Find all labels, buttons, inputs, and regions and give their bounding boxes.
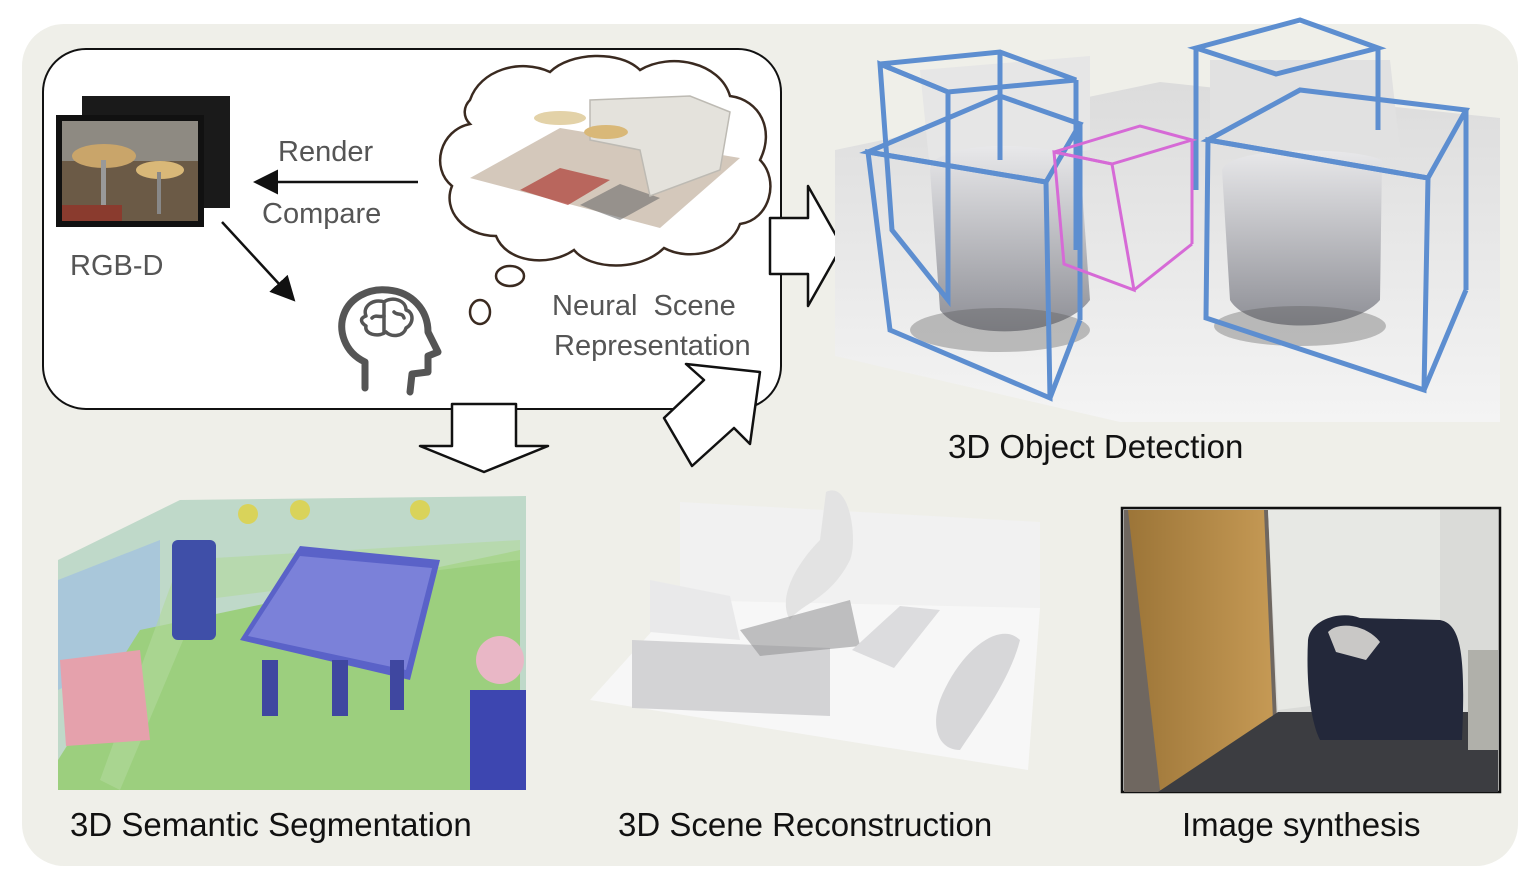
semantic-segmentation-image [58,496,526,790]
arrow-icon [418,184,844,474]
object-detection-image [835,17,1500,422]
object-detection-caption: 3D Object Detection [948,428,1244,465]
scene-reconstruction-caption: 3D Scene Reconstruction [618,806,993,843]
compare-label: Compare [262,198,382,230]
scene-reconstruction-image [590,490,1040,770]
semantic-segmentation-caption: 3D Semantic Segmentation [70,806,472,843]
rgbd-frames-icon [56,96,230,227]
neural-scene-label: Neural Scene [552,290,736,322]
rgbd-label: RGB-D [70,250,164,282]
render-label: Render [278,136,374,168]
representation-label: Representation [554,330,751,362]
image-synthesis-image [1120,506,1502,794]
image-synthesis-caption: Image synthesis [1182,806,1421,843]
head-brain-icon [338,286,442,396]
neural-scene-thumbnail [470,95,740,228]
feed-arrow [221,221,296,302]
